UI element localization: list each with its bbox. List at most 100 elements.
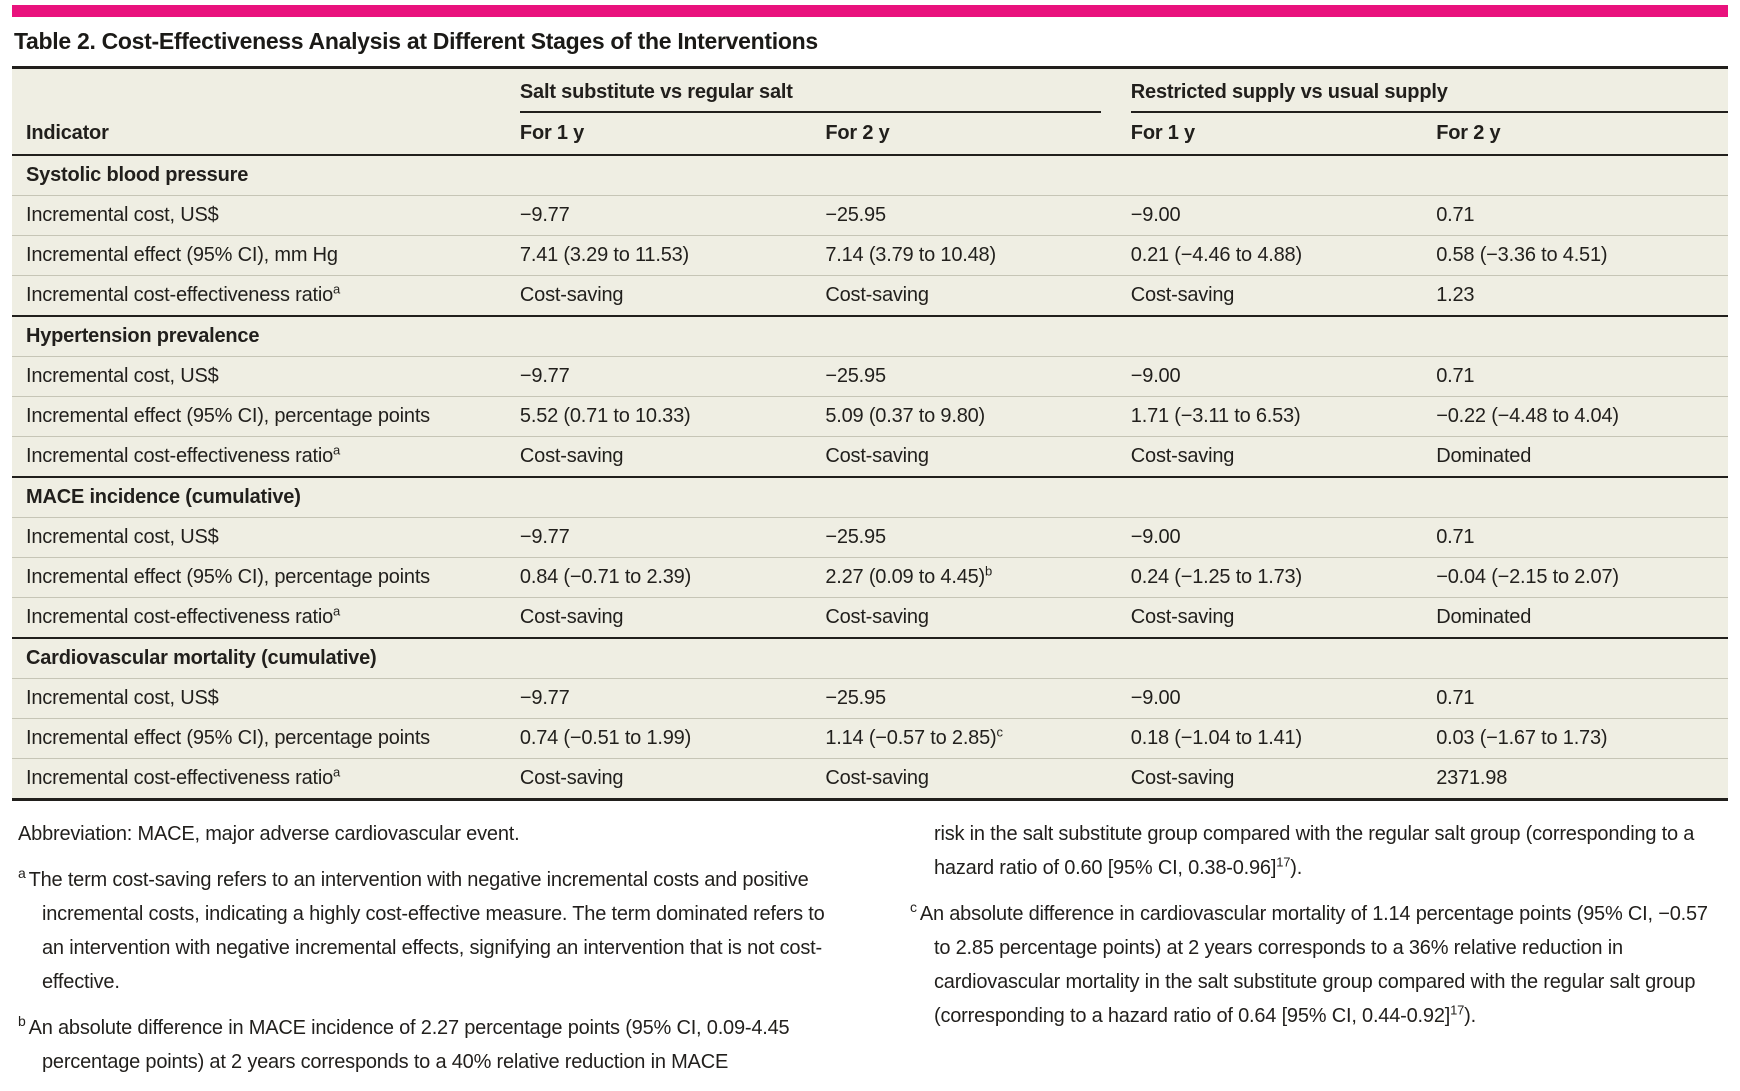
footnotes-right-column: risk in the salt substitute group compar… (910, 817, 1722, 1091)
section-header-row: Cardiovascular mortality (cumulative) (12, 638, 1728, 679)
cell-value: −9.77 (519, 678, 826, 719)
footnote-marker-b: b (985, 563, 993, 579)
cell-value: 0.71 (1436, 517, 1728, 558)
footnote-marker-a: a (333, 281, 341, 297)
table-row: Incremental effect (95% CI), mm Hg 7.41 … (12, 235, 1728, 276)
cell-value: 1.71 (−3.11 to 6.53) (1130, 396, 1437, 437)
cell-value: Dominated (1436, 436, 1728, 478)
cell-value: 0.71 (1436, 195, 1728, 236)
table-row: Incremental cost, US$ −9.77 −25.95 −9.00… (12, 517, 1728, 558)
cell-value: 7.14 (3.79 to 10.48) (825, 235, 1131, 276)
footnote-marker-c: c (996, 724, 1004, 740)
column-header-restricted-1y: For 1 y (1130, 113, 1437, 156)
cost-effectiveness-table: Salt substitute vs regular salt Restrict… (12, 66, 1728, 801)
cell-value: 2.27 (0.09 to 4.45)b (825, 557, 1131, 598)
footnote-c-marker: c (910, 899, 917, 916)
cell-value: 0.74 (−0.51 to 1.99) (519, 718, 826, 759)
footnote-marker-a: a (333, 442, 341, 458)
accent-bar (12, 5, 1728, 17)
cell-value: Cost-saving (1130, 436, 1437, 478)
cell-value: Cost-saving (519, 275, 826, 317)
cell-value: Cost-saving (825, 597, 1131, 639)
footnote-c: c An absolute difference in cardiovascula… (910, 899, 1708, 1027)
cell-value: Cost-saving (519, 436, 826, 478)
group-header-spacer (12, 68, 520, 114)
cell-value: −9.00 (1130, 678, 1437, 719)
cell-value: −9.77 (519, 195, 826, 236)
cell-value: 0.03 (−1.67 to 1.73) (1436, 718, 1728, 759)
cell-value: −9.77 (519, 356, 826, 397)
footnote-a: a The term cost-saving refers to an inter… (18, 863, 830, 999)
cell-value: −9.77 (519, 517, 826, 558)
section-header: Hypertension prevalence (12, 316, 1728, 357)
cell-value: −0.04 (−2.15 to 2.07) (1436, 557, 1728, 598)
cell-value: 0.84 (−0.71 to 2.39) (519, 557, 826, 598)
footnote-b-continuation: risk in the salt substitute group compar… (934, 823, 1695, 879)
table-row: Incremental cost, US$ −9.77 −25.95 −9.00… (12, 356, 1728, 397)
cell-value: 0.71 (1436, 678, 1728, 719)
table-row: Incremental cost-effectiveness ratioa Co… (12, 758, 1728, 801)
row-label: Incremental effect (95% CI), mm Hg (12, 235, 520, 276)
cell-value: Cost-saving (825, 436, 1131, 478)
cell-value: −25.95 (825, 195, 1131, 236)
cell-value: −9.00 (1130, 517, 1437, 558)
reference-17: 17 (1450, 1002, 1465, 1018)
column-header-indicator: Indicator (12, 113, 520, 156)
group-header-label: Restricted supply vs usual supply (1130, 81, 1728, 113)
cell-value: Cost-saving (1130, 597, 1437, 639)
column-group-header-row: Salt substitute vs regular salt Restrict… (12, 68, 1728, 114)
cell-value: Cost-saving (519, 758, 826, 801)
cell-value: Cost-saving (825, 275, 1131, 317)
table-row: Incremental effect (95% CI), percentage … (12, 396, 1728, 437)
footnotes: Abbreviation: MACE, major adverse cardio… (12, 817, 1728, 1091)
row-label: Incremental cost-effectiveness ratioa (12, 758, 520, 801)
cell-value: −0.22 (−4.48 to 4.04) (1436, 396, 1728, 437)
cell-value: 0.18 (−1.04 to 1.41) (1130, 718, 1437, 759)
cell-value: −25.95 (825, 517, 1131, 558)
cell-value: 0.24 (−1.25 to 1.73) (1130, 557, 1437, 598)
row-label: Incremental cost, US$ (12, 195, 520, 236)
table-row: Incremental cost, US$ −9.77 −25.95 −9.00… (12, 678, 1728, 719)
reference-17: 17 (1276, 854, 1291, 870)
table-row: Incremental cost-effectiveness ratioa Co… (12, 597, 1728, 639)
footnote-a-marker: a (18, 865, 26, 882)
table-row: Incremental effect (95% CI), percentage … (12, 557, 1728, 598)
footnote-b: b An absolute difference in MACE incidenc… (18, 1011, 830, 1079)
cell-value: 0.58 (−3.36 to 4.51) (1436, 235, 1728, 276)
row-label: Incremental effect (95% CI), percentage … (12, 557, 520, 598)
row-label: Incremental cost, US$ (12, 517, 520, 558)
cell-value: −9.00 (1130, 356, 1437, 397)
cell-value: Cost-saving (825, 758, 1131, 801)
footnote-marker-a: a (333, 603, 341, 619)
section-header: Cardiovascular mortality (cumulative) (12, 638, 1728, 679)
table-row: Incremental effect (95% CI), percentage … (12, 718, 1728, 759)
row-label: Incremental cost-effectiveness ratioa (12, 275, 520, 317)
footnote-marker-a: a (333, 764, 341, 780)
footnotes-left-column: Abbreviation: MACE, major adverse cardio… (18, 817, 830, 1091)
column-header-salt-2y: For 2 y (825, 113, 1131, 156)
row-label: Incremental cost, US$ (12, 356, 520, 397)
footnote-b-marker: b (18, 1013, 26, 1030)
cell-value: 7.41 (3.29 to 11.53) (519, 235, 826, 276)
group-header-salt-substitute: Salt substitute vs regular salt (519, 68, 1131, 113)
section-header-row: MACE incidence (cumulative) (12, 477, 1728, 518)
row-label: Incremental cost-effectiveness ratioa (12, 597, 520, 639)
section-header: Systolic blood pressure (12, 155, 1728, 196)
cell-value: 1.23 (1436, 275, 1728, 317)
group-header-restricted-supply: Restricted supply vs usual supply (1130, 68, 1728, 113)
cell-value: Cost-saving (519, 597, 826, 639)
abbreviation-note: Abbreviation: MACE, major adverse cardio… (18, 823, 520, 845)
cell-value: Dominated (1436, 597, 1728, 639)
row-label: Incremental cost-effectiveness ratioa (12, 436, 520, 478)
table-row: Incremental cost-effectiveness ratioa Co… (12, 436, 1728, 478)
table-row: Incremental cost, US$ −9.77 −25.95 −9.00… (12, 195, 1728, 236)
cell-value: 5.52 (0.71 to 10.33) (519, 396, 826, 437)
cell-value: Cost-saving (1130, 758, 1437, 801)
cell-value: 5.09 (0.37 to 9.80) (825, 396, 1131, 437)
section-header-row: Hypertension prevalence (12, 316, 1728, 357)
cell-value: −9.00 (1130, 195, 1437, 236)
column-header-row: Indicator For 1 y For 2 y For 1 y For 2 … (12, 113, 1728, 156)
column-header-restricted-2y: For 2 y (1436, 113, 1728, 156)
group-header-label: Salt substitute vs regular salt (519, 81, 1101, 113)
footnote-b-text: An absolute difference in MACE incidence… (28, 1017, 790, 1073)
